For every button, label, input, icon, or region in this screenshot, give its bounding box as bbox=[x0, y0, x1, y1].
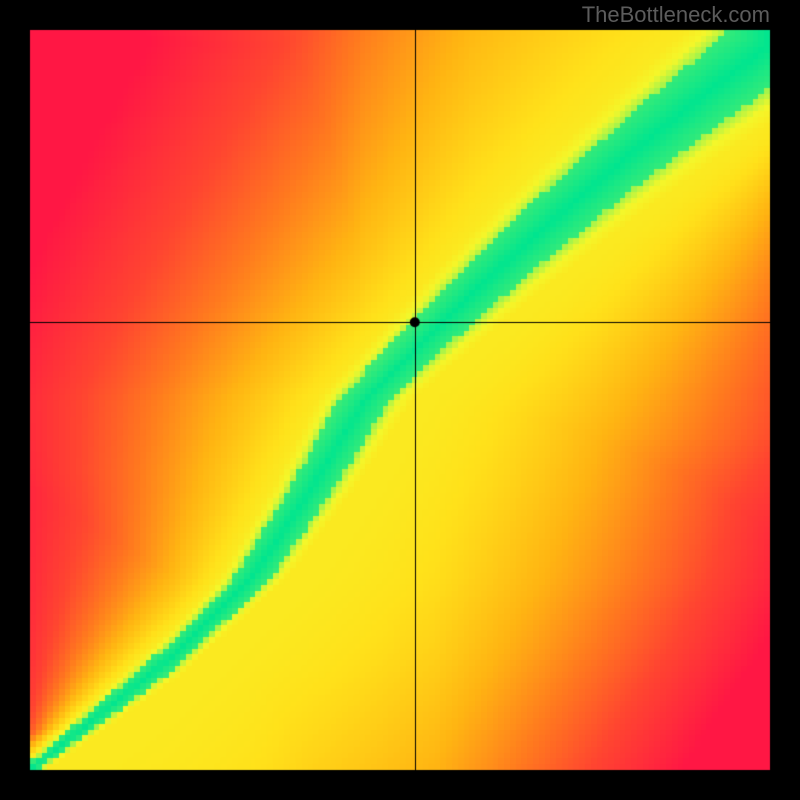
bottleneck-heatmap bbox=[0, 0, 800, 800]
watermark-text: TheBottleneck.com bbox=[582, 2, 770, 28]
